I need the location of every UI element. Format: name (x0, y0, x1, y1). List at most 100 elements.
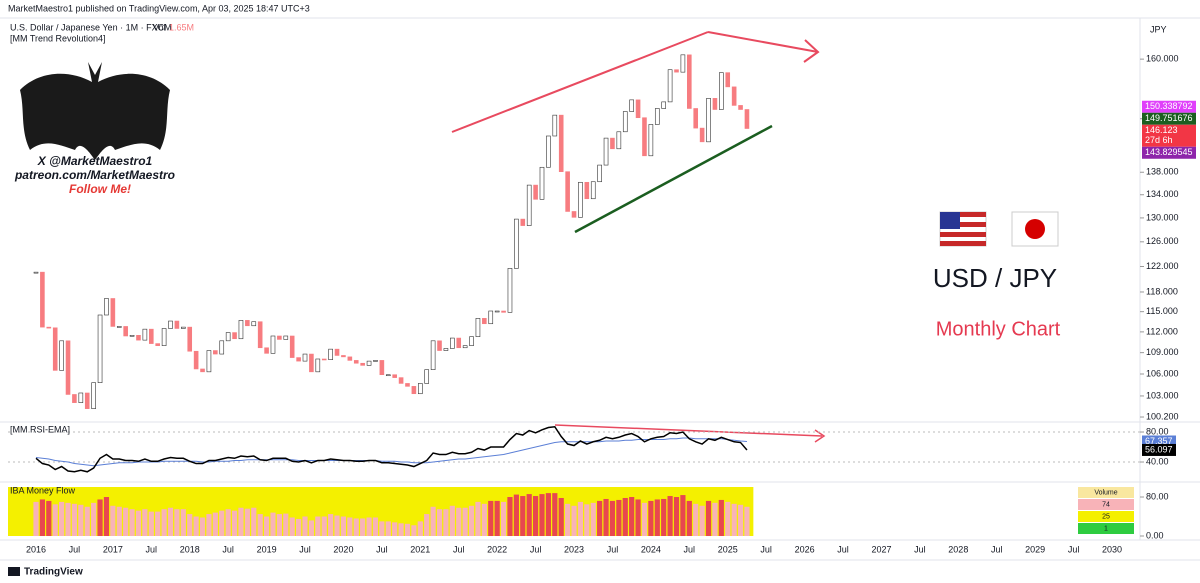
candle-body (424, 369, 430, 384)
candle-body (738, 105, 743, 110)
flow-bar (257, 514, 263, 537)
flow-bar (597, 500, 603, 537)
candle-body (603, 137, 609, 166)
flow-bar (148, 511, 154, 537)
flow-bar (91, 502, 97, 537)
x-tick-label: Jul (299, 544, 311, 554)
x-tick-label: Jul (376, 544, 388, 554)
x-tick-label: 2024 (641, 544, 661, 554)
y-tick-label: 160.000 (1146, 54, 1179, 64)
y-tick-label: 130.000 (1146, 212, 1179, 222)
candle-body (148, 328, 154, 344)
flow-bar (430, 506, 436, 537)
candle-body (328, 348, 333, 360)
candle-body (744, 109, 750, 129)
legend-row (1078, 499, 1134, 510)
flow-bar (545, 493, 551, 537)
candle-body (315, 358, 321, 373)
candle-body (584, 181, 590, 200)
x-tick-label: 2027 (871, 544, 891, 554)
value-label-bg (1142, 443, 1176, 456)
candle-body (687, 54, 692, 109)
flow-bar (296, 518, 302, 537)
candle-body (693, 108, 699, 129)
flow-bar (155, 511, 161, 537)
flow-bar (212, 512, 218, 537)
candle-body (437, 340, 442, 351)
flow-bar (494, 500, 500, 537)
flow-bar (161, 509, 167, 537)
pane-title: [MM RSI-EMA] (10, 424, 70, 434)
candle-body (91, 382, 96, 409)
flow-bar (353, 518, 359, 537)
candle-body (552, 114, 558, 137)
candle-body (565, 171, 570, 212)
flow-bar (539, 494, 545, 537)
candle-body (494, 310, 500, 313)
candle-body (251, 321, 257, 327)
candle-body (277, 335, 282, 340)
flow-bar (603, 498, 609, 537)
trend-drawing (451, 31, 826, 443)
candle-body (706, 98, 711, 143)
candle-body (501, 310, 506, 313)
candle-body (33, 271, 39, 274)
flow-bar (744, 506, 750, 537)
candle-body (488, 310, 494, 325)
candle-body (334, 348, 340, 356)
candle-body (59, 340, 64, 371)
x-tick-label: Jul (1068, 544, 1080, 554)
flow-bar (507, 497, 513, 537)
x-tick-label: 2018 (180, 544, 200, 554)
candle-body (514, 218, 519, 269)
x-tick-label: 2026 (795, 544, 815, 554)
candle-body (398, 377, 404, 384)
candle-body (136, 335, 141, 341)
flow-bar (686, 500, 692, 537)
flow-bar (135, 510, 142, 537)
x-tick-label: Jul (760, 544, 772, 554)
candle-body (309, 353, 314, 373)
flow-bar (276, 514, 282, 537)
flow-bar (206, 514, 212, 537)
candle-body (78, 392, 84, 403)
candle-body (193, 350, 199, 370)
candle-body (123, 326, 128, 337)
x-tick-label: Jul (684, 544, 696, 554)
flow-bar (712, 502, 718, 537)
flow-bar (424, 514, 430, 537)
candle-body (469, 336, 474, 346)
logo (20, 62, 170, 160)
candle-body (578, 181, 583, 218)
flow-bar (648, 500, 654, 537)
price-label: 149.751676 (1145, 113, 1193, 123)
flow-bar (379, 521, 385, 537)
candle-body (72, 394, 77, 403)
us-flag (939, 211, 987, 247)
candle-body (731, 86, 737, 106)
candle-body (674, 69, 679, 73)
x-tick-label: 2021 (410, 544, 430, 554)
y-tick-label: 100.200 (1146, 411, 1179, 421)
flow-bar (180, 509, 186, 537)
candle-body (430, 340, 436, 370)
flow-bar (347, 517, 353, 537)
legend-row (1078, 511, 1134, 522)
flow-bar (456, 507, 462, 537)
flow-bar (693, 503, 699, 537)
candle-body (264, 347, 269, 354)
candle-body (302, 353, 308, 362)
flow-bar (334, 515, 340, 537)
x-tick-label: 2030 (1102, 544, 1122, 554)
price-label: 150.338792 (1145, 101, 1193, 111)
candle-body (610, 137, 615, 150)
candle-body (104, 298, 109, 316)
candle-body (219, 340, 225, 355)
price-label-bg (1142, 124, 1196, 147)
candle-body (443, 348, 449, 351)
flow-bar (372, 517, 379, 537)
candle-body (168, 320, 173, 329)
candle-body (142, 328, 148, 341)
legend-value: 74 (1102, 501, 1110, 508)
candle-body (296, 357, 301, 362)
